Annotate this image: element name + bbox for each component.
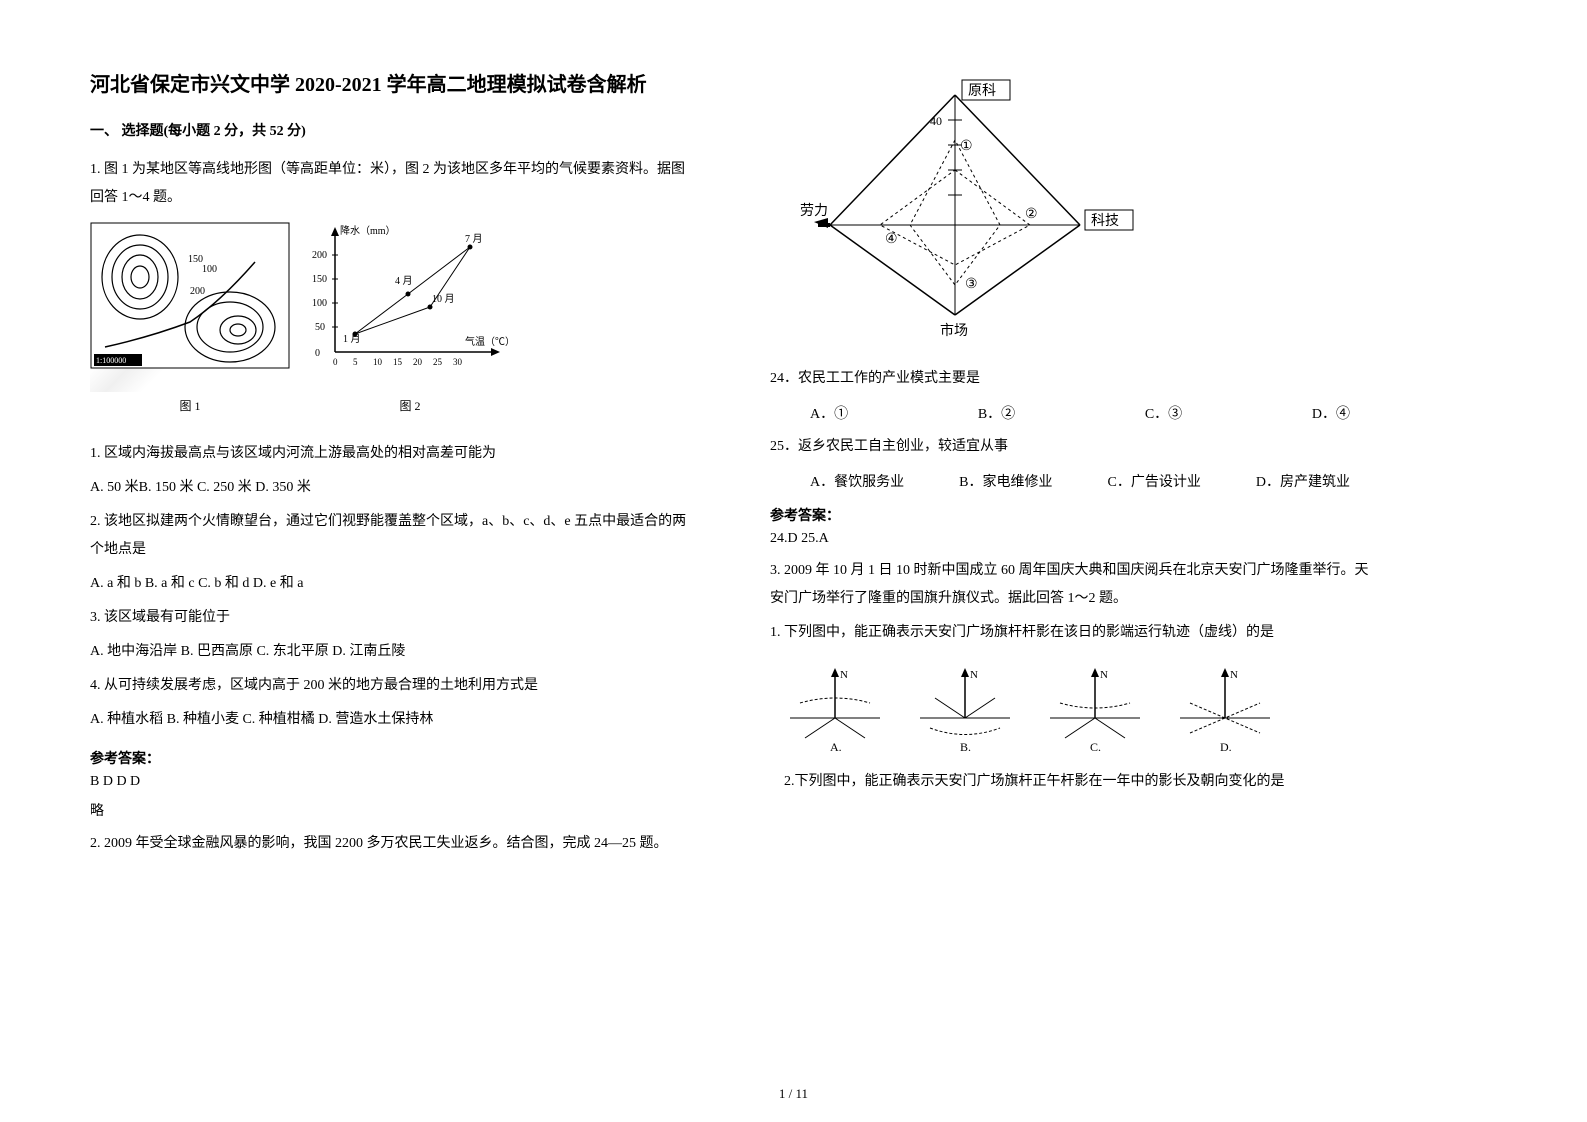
figure-2: 降水（mm） 气温（℃） 0 50 100 150 200 0 5 10 15 … xyxy=(310,222,510,414)
svg-text:A.: A. xyxy=(830,740,842,753)
fig1-label: 图 1 xyxy=(90,397,290,414)
svg-text:1 月: 1 月 xyxy=(343,333,361,345)
q25-options: A．餐饮服务业 B．家电维修业 C．广告设计业 D．房产建筑业 xyxy=(770,471,1370,491)
q25-opt-b: B．家电维修业 xyxy=(959,471,1052,491)
q25-opt-a: A．餐饮服务业 xyxy=(810,471,904,491)
q24-options: A．① B．② C．③ D．④ xyxy=(770,403,1370,423)
svg-text:100: 100 xyxy=(202,264,217,275)
svg-text:200: 200 xyxy=(190,286,205,297)
svg-text:科技: 科技 xyxy=(1091,213,1119,229)
q24-opt-c: C．③ xyxy=(1145,403,1182,423)
q2-intro: 2. 2009 年受全球金融风暴的影响，我国 2200 多万农民工失业返乡。结合… xyxy=(90,830,690,858)
svg-text:25: 25 xyxy=(433,357,443,367)
svg-text:4 月: 4 月 xyxy=(395,275,413,287)
q24-opt-b: B．② xyxy=(978,403,1015,423)
svg-text:N: N xyxy=(1100,669,1108,681)
svg-text:5: 5 xyxy=(353,357,358,367)
q1-4: 4. 从可持续发展考虑，区域内高于 200 米的地方最合理的土地利用方式是 xyxy=(90,672,690,700)
q1-answer-2: 略 xyxy=(90,800,690,820)
svg-text:7 月: 7 月 xyxy=(465,233,483,245)
q24-opt-a: A．① xyxy=(810,403,848,423)
exam-title: 河北省保定市兴文中学 2020-2021 学年高二地理模拟试卷含解析 xyxy=(90,70,690,100)
q25: 25．返乡农民工自主创业，较适宜从事 xyxy=(770,433,1370,461)
svg-text:150: 150 xyxy=(188,254,203,265)
q25-opt-c: C．广告设计业 xyxy=(1108,471,1201,491)
q1-3: 3. 该区域最有可能位于 xyxy=(90,604,690,632)
left-column: 河北省保定市兴文中学 2020-2021 学年高二地理模拟试卷含解析 一、 选择… xyxy=(90,70,690,864)
page-number: 1 / 11 xyxy=(779,1086,808,1102)
figure-1: 150 100 200 1:100000 1:100000 图 1 xyxy=(90,222,290,414)
svg-text:10 月: 10 月 xyxy=(432,293,455,305)
svg-text:降水（mm）: 降水（mm） xyxy=(340,224,396,237)
answer-label-1: 参考答案： xyxy=(90,748,690,768)
q1-intro: 1. 图 1 为某地区等高线地形图（等高距单位：米），图 2 为该地区多年平均的… xyxy=(90,156,690,212)
svg-text:10: 10 xyxy=(373,357,383,367)
svg-text:气温（℃）: 气温（℃） xyxy=(465,335,510,348)
svg-text:50: 50 xyxy=(315,322,325,333)
q1-1-options: A. 50 米B. 150 米 C. 250 米 D. 350 米 xyxy=(90,474,690,502)
q1-2: 2. 该地区拟建两个火情瞭望台，通过它们视野能覆盖整个区域，a、b、c、d、e … xyxy=(90,508,690,564)
contour-map-svg: 150 100 200 1:100000 1:100000 xyxy=(90,222,290,392)
svg-text:N: N xyxy=(970,669,978,681)
shadow-diagrams: N A. N B. N xyxy=(770,663,1290,753)
svg-text:N: N xyxy=(840,669,848,681)
q3-2: 2.下列图中，能正确表示天安门广场旗杆正午杆影在一年中的影长及朝向变化的是 xyxy=(770,768,1370,796)
q1-2-options: A. a 和 b B. a 和 c C. b 和 d D. e 和 a xyxy=(90,570,690,598)
svg-text:15: 15 xyxy=(393,357,403,367)
right-column: 40 原科 劳力 科技 市场 ① ② ③ ④ 24．农民工工作的产业模式主要是 … xyxy=(770,70,1370,864)
svg-text:B.: B. xyxy=(960,740,971,753)
climate-chart-svg: 降水（mm） 气温（℃） 0 50 100 150 200 0 5 10 15 … xyxy=(310,222,510,392)
svg-text:劳力: 劳力 xyxy=(800,203,828,219)
svg-text:D.: D. xyxy=(1220,740,1232,753)
q25-opt-d: D．房产建筑业 xyxy=(1256,471,1350,491)
svg-text:0: 0 xyxy=(333,357,338,367)
svg-text:40: 40 xyxy=(930,114,942,128)
q2-answers: 24.D 25.A xyxy=(770,531,1370,547)
svg-text:150: 150 xyxy=(312,274,327,285)
svg-text:100: 100 xyxy=(312,298,327,309)
q3-intro: 3. 2009 年 10 月 1 日 10 时新中国成立 60 周年国庆大典和国… xyxy=(770,557,1370,613)
triangle-diagram: 40 原科 劳力 科技 市场 ① ② ③ ④ xyxy=(770,70,1140,340)
svg-text:20: 20 xyxy=(413,357,423,367)
q3-1: 1. 下列图中，能正确表示天安门广场旗杆杆影在该日的影端运行轨迹（虚线）的是 xyxy=(770,619,1370,647)
section-1-heading: 一、 选择题(每小题 2 分，共 52 分) xyxy=(90,120,690,140)
fig2-label: 图 2 xyxy=(310,397,510,414)
svg-text:0: 0 xyxy=(315,348,320,359)
svg-text:市场: 市场 xyxy=(940,322,968,339)
q24: 24．农民工工作的产业模式主要是 xyxy=(770,365,1370,393)
svg-text:③: ③ xyxy=(965,277,978,292)
answer-label-2: 参考答案： xyxy=(770,505,1370,525)
q24-opt-d: D．④ xyxy=(1312,403,1350,423)
svg-text:④: ④ xyxy=(885,232,898,247)
q1-1: 1. 区域内海拔最高点与该区域内河流上游最高处的相对高差可能为 xyxy=(90,440,690,468)
q1-answer: B D D D xyxy=(90,774,690,790)
svg-text:②: ② xyxy=(1025,207,1038,222)
q1-3-options: A. 地中海沿岸 B. 巴西高原 C. 东北平原 D. 江南丘陵 xyxy=(90,638,690,666)
svg-text:N: N xyxy=(1230,669,1238,681)
svg-text:1:100000: 1:100000 xyxy=(96,356,126,365)
figure-row: 150 100 200 1:100000 1:100000 图 1 降水（mm） xyxy=(90,222,690,414)
svg-text:C.: C. xyxy=(1090,740,1101,753)
svg-text:原科: 原科 xyxy=(968,83,996,99)
svg-text:30: 30 xyxy=(453,357,463,367)
q1-4-options: A. 种植水稻 B. 种植小麦 C. 种植柑橘 D. 营造水土保持林 xyxy=(90,706,690,734)
svg-text:①: ① xyxy=(960,139,973,154)
svg-text:200: 200 xyxy=(312,250,327,261)
